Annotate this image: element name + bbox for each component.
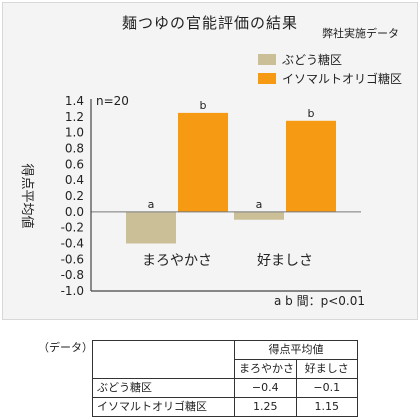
table-column-header: まろやかさ [234, 359, 297, 379]
legend-label: イソマルトオリゴ糖区 [282, 71, 402, 86]
table-row: ぶどう糖区 −0.4 −0.1 [92, 378, 358, 398]
y-tick-label: 0.6 [65, 157, 84, 171]
y-axis-title: 得点平均値 [19, 163, 35, 228]
table-cell: 1.15 [295, 397, 358, 417]
y-tick-label: 1.0 [65, 126, 84, 140]
y-tick-label: -0.8 [61, 268, 84, 282]
chart-title: 麺つゆの官能評価の結果 [121, 14, 298, 32]
category-label: 好ましさ [257, 253, 313, 269]
chart-source-note: 弊社実施データ [322, 27, 399, 40]
bar [126, 211, 176, 244]
table-row: イソマルトオリゴ糖区 1.25 1.15 [92, 397, 358, 417]
bar-significance-label: a [256, 198, 263, 211]
y-tick-label: -0.4 [61, 237, 84, 251]
table-cell: −0.4 [234, 378, 297, 398]
category-label: まろやかさ [142, 253, 212, 269]
table-row-label: ぶどう糖区 [92, 378, 235, 398]
table-row-label: イソマルトオリゴ糖区 [92, 397, 235, 417]
table-subheader-row: まろやかさ 好ましさ [93, 359, 358, 379]
bar-significance-label: b [308, 107, 315, 120]
sample-size-label: n=20 [96, 94, 129, 108]
y-tick-label: 0.2 [65, 189, 84, 203]
legend-swatch [258, 54, 276, 65]
y-tick-label: 0.4 [65, 173, 84, 187]
legend-swatch [258, 73, 276, 84]
table-cell: −0.1 [295, 378, 358, 398]
table-corner-cell [92, 340, 235, 379]
table-header-group: 得点平均値 [234, 340, 358, 360]
legend-label: ぶどう糖区 [282, 52, 342, 67]
data-table-caption: （データ） [38, 341, 93, 354]
table-column-header: 好ましさ [295, 359, 358, 379]
bar [286, 120, 336, 212]
y-tick-label: 1.4 [65, 94, 84, 108]
y-tick-label: -0.2 [61, 221, 84, 235]
y-tick-label: -1.0 [61, 284, 84, 298]
chart-panel: 麺つゆの官能評価の結果 弊社実施データ 得点平均値 1.4 1.2 1.0 0.8 0.6… [2, 2, 418, 320]
significance-footnote: a b 間：p<0.01 [274, 294, 365, 308]
table-header-row: 得点平均値 [92, 340, 358, 379]
y-tick-label: 1.2 [65, 110, 84, 124]
bar-significance-label: b [200, 99, 207, 112]
data-table: 得点平均値 まろやかさ 好ましさ ぶどう糖区 −0.4 −0.1 イソマルトオリ… [92, 340, 358, 417]
y-tick-label: -0.6 [61, 252, 84, 266]
bar-chart: 得点平均値1.41.21.00.80.60.40.20.0-0.2-0.4-0.… [19, 52, 402, 308]
bar [178, 112, 228, 212]
table-cell: 1.25 [234, 397, 297, 417]
bar-significance-label: a [148, 198, 155, 211]
bar [234, 211, 284, 220]
y-tick-label: 0.8 [65, 142, 84, 156]
y-tick-label: 0.0 [65, 205, 84, 219]
